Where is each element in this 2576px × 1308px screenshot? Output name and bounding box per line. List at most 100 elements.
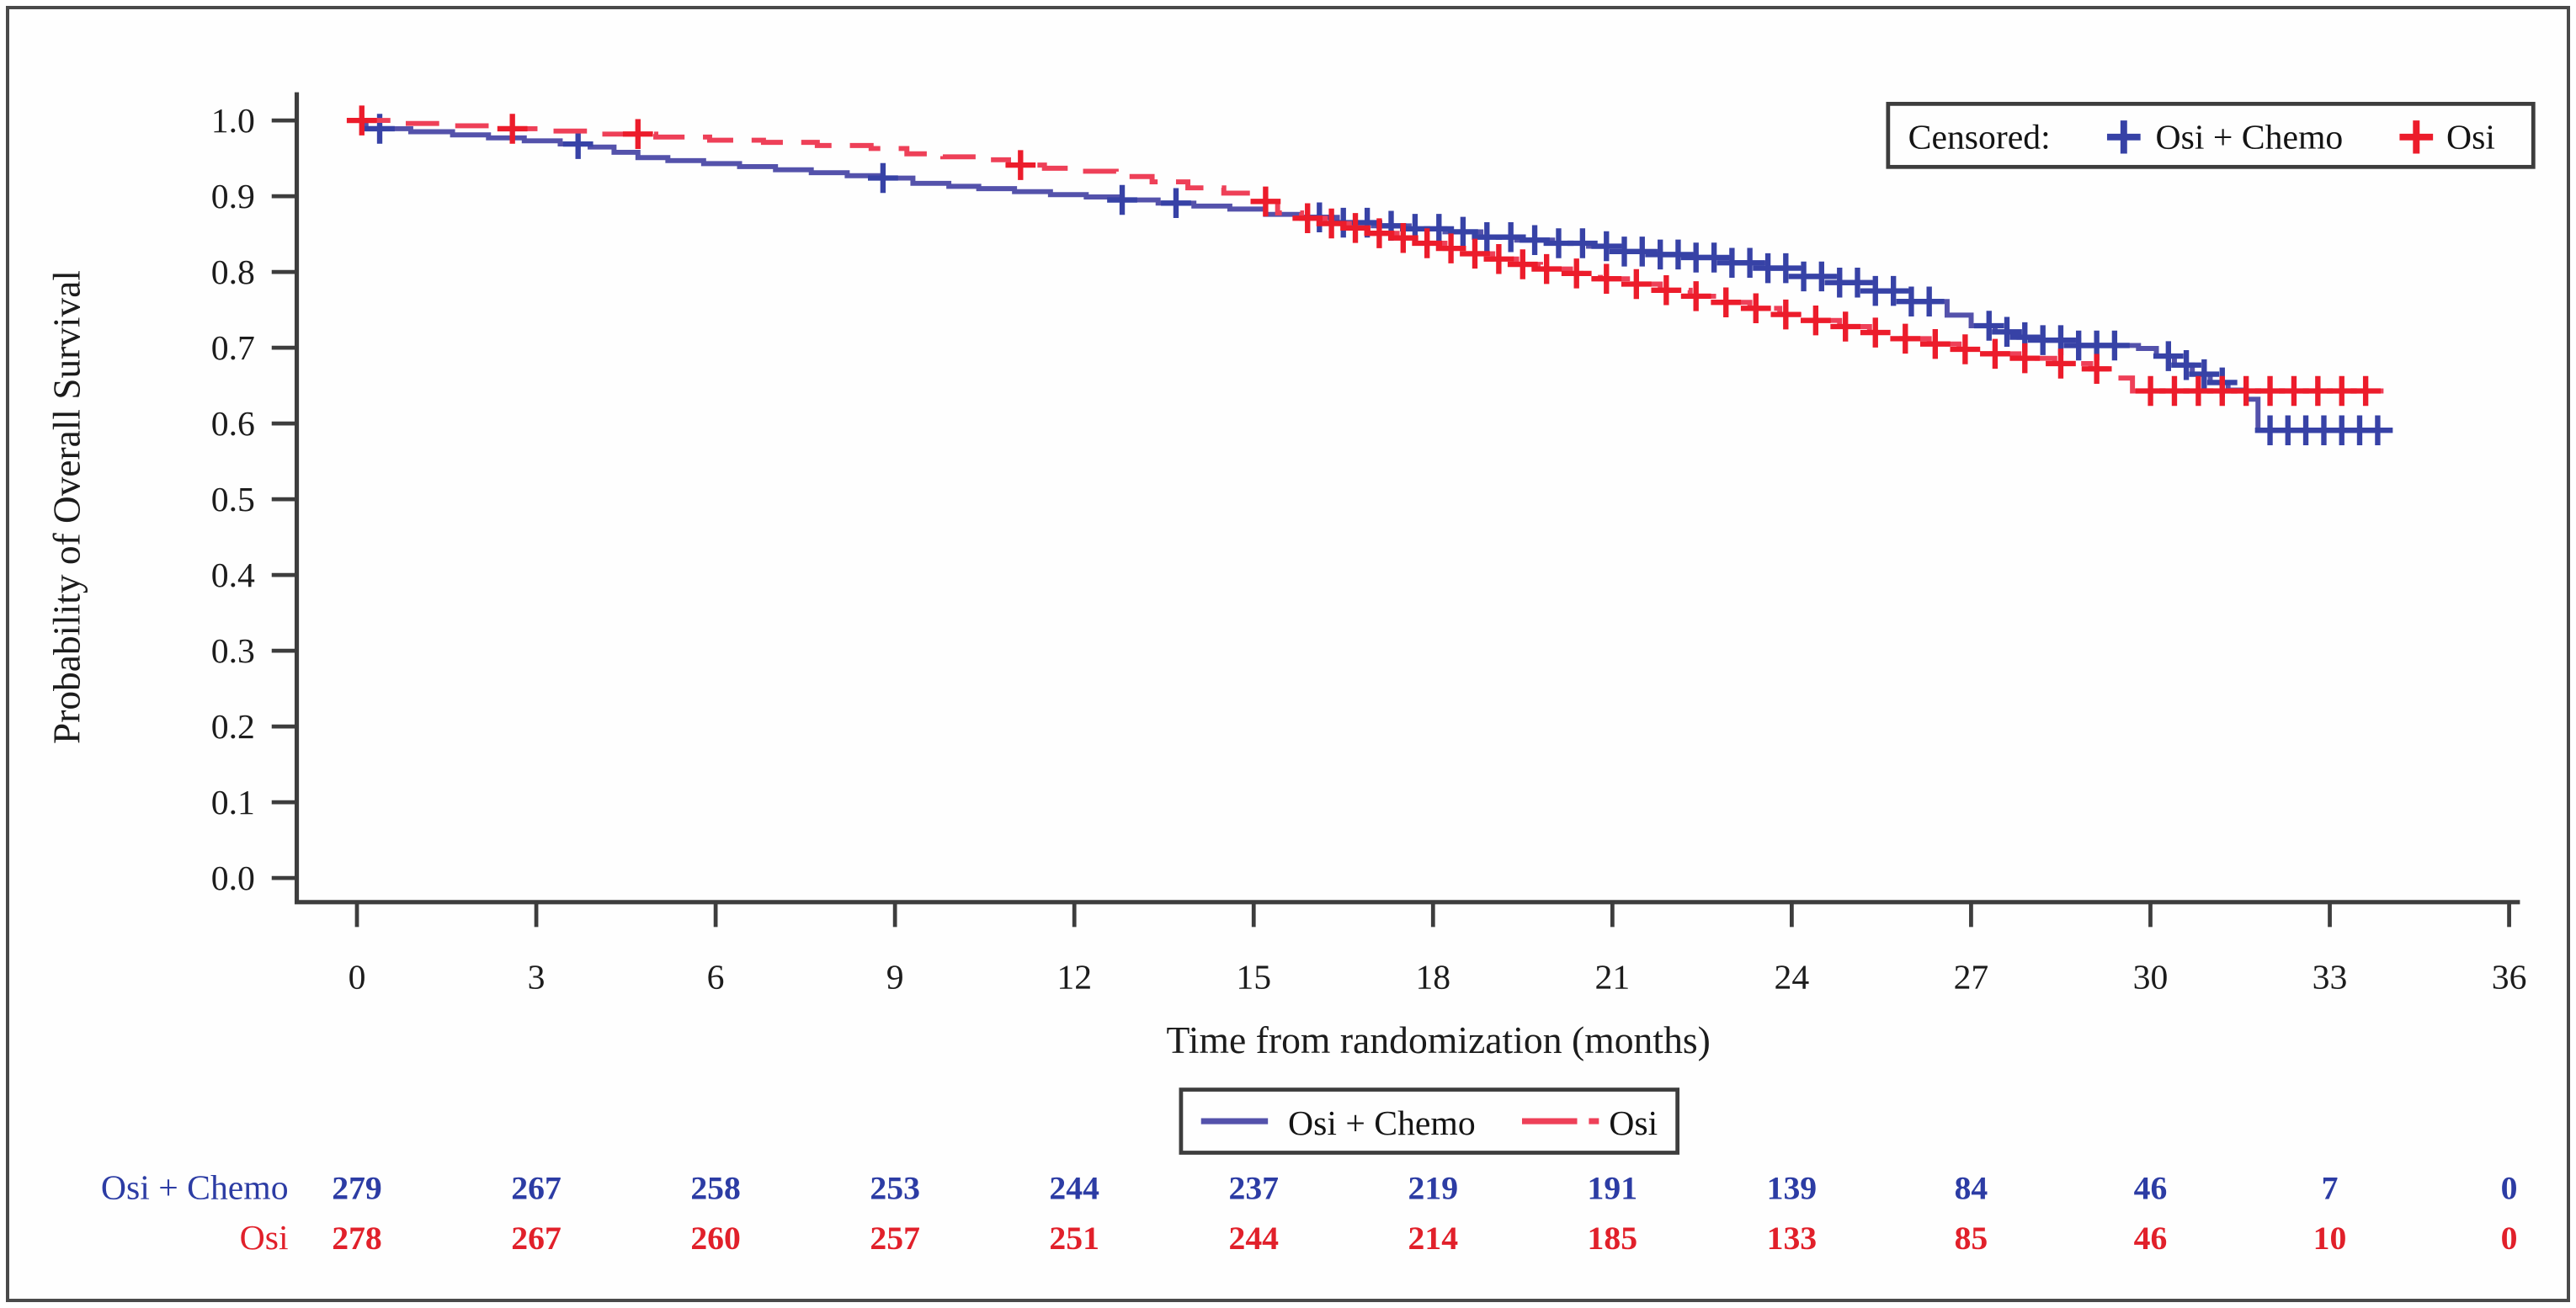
- risk-count: 253: [870, 1170, 920, 1207]
- censor-plus-icon: [1364, 218, 1395, 248]
- series-legend-entry-osi-chemo: Osi + Chemo: [1288, 1103, 1476, 1142]
- censor-plus-icon: [1591, 263, 1622, 294]
- y-axis-title: Probability of Overall Survival: [45, 270, 88, 744]
- censor-plus-icon: [1567, 228, 1598, 258]
- censor-plus-icon: [1412, 228, 1443, 258]
- censor-plus-icon: [2009, 343, 2041, 374]
- risk-count: 251: [1049, 1220, 1099, 1257]
- y-tick-label: 0.7: [211, 328, 255, 367]
- x-tick-label: 27: [1954, 957, 1989, 996]
- x-tick-label: 30: [2133, 957, 2169, 996]
- risk-count: 7: [2322, 1170, 2339, 1207]
- risk-count: 267: [511, 1170, 562, 1207]
- censor-plus-icon: [1483, 243, 1514, 274]
- censor-plus-icon: [1980, 338, 2010, 370]
- x-tick-label: 21: [1594, 957, 1630, 996]
- risk-count: 260: [690, 1220, 741, 1257]
- x-tick-label: 6: [707, 957, 725, 996]
- censor-plus-icon: [1913, 286, 1945, 316]
- censor-plus-icon: [1591, 231, 1622, 262]
- figure-frame: 0.0 0.1 0.2 0.3 0.4 0.5 0.6 0.7 0.8 0.9 1.0 0 3 6 9 12 1…: [6, 6, 2570, 1302]
- risk-count: 0: [2501, 1220, 2518, 1257]
- censor-plus-icon: [1699, 242, 1730, 273]
- risk-count: 46: [2134, 1170, 2168, 1207]
- survival-curves: [346, 105, 2393, 445]
- censor-plus-icon: [1460, 238, 1490, 269]
- censor-plus-icon: [1663, 239, 1694, 270]
- censor-plus-icon: [1770, 299, 1802, 330]
- censor-plus-icon: [1621, 269, 1652, 300]
- censor-plus-icon: [2350, 375, 2382, 407]
- y-tick-label: 0.2: [211, 707, 255, 746]
- censor-plus-icon: [1878, 275, 1909, 306]
- censor-plus-icon: [868, 162, 898, 194]
- x-tick-label: 3: [528, 957, 546, 996]
- censor-plus-icon: [2046, 348, 2076, 379]
- censor-plus-icon: [1734, 247, 1765, 279]
- risk-count: 257: [870, 1220, 920, 1257]
- y-tick-label: 0.6: [211, 404, 255, 443]
- x-tick-label: 12: [1056, 957, 1092, 996]
- censor-plus-icon: [1626, 237, 1658, 267]
- risk-count: 10: [2313, 1220, 2347, 1257]
- y-tick-label: 0.1: [211, 783, 255, 821]
- censor-plus-icon: [1292, 203, 1323, 233]
- y-tick-label: 0.3: [211, 631, 255, 670]
- censor-plus-icon: [1107, 184, 1137, 215]
- x-tick-label: 18: [1415, 957, 1450, 996]
- censor-plus-icon: [2153, 341, 2184, 371]
- risk-count: 258: [690, 1170, 741, 1207]
- risk-count: 279: [332, 1170, 382, 1207]
- x-axis-title: Time from randomization (months): [1167, 1018, 1711, 1061]
- censor-plus-icon: [1507, 249, 1538, 279]
- censor-plus-icon: [1316, 208, 1347, 239]
- censor-plus-icon: [1842, 267, 1873, 298]
- risk-count: 237: [1228, 1170, 1279, 1207]
- risk-count: 244: [1228, 1220, 1279, 1257]
- censor-plus-icon: [1531, 253, 1562, 284]
- series-legend: Osi + Chemo Osi: [1179, 1087, 1680, 1155]
- censor-plus-icon: [2106, 120, 2141, 154]
- censor-plus-icon: [1340, 213, 1370, 243]
- risk-count: 191: [1588, 1170, 1638, 1207]
- axis-lines: [294, 92, 2520, 905]
- censor-plus-icon: [1740, 293, 1771, 324]
- censor-plus-icon: [1561, 258, 1592, 289]
- censor-plus-icon: [497, 114, 528, 144]
- risk-count: 46: [2134, 1220, 2168, 1257]
- censor-plus-icon: [1950, 334, 1981, 364]
- risk-count: 219: [1408, 1170, 1459, 1207]
- censor-plus-icon: [562, 129, 593, 159]
- censor-plus-icon: [1806, 261, 1837, 292]
- y-tick-label: 0.9: [211, 177, 255, 215]
- censor-plus-icon: [1520, 225, 1550, 256]
- censor-plus-icon: [1711, 287, 1742, 317]
- series-legend-entry-osi: Osi: [1609, 1103, 1658, 1142]
- censored-legend: Censored: Osi + Chemo Osi: [1886, 102, 2536, 169]
- risk-count: 244: [1049, 1170, 1099, 1207]
- censor-plus-icon: [2399, 120, 2434, 154]
- x-tick-label: 36: [2492, 957, 2527, 996]
- censor-plus-icon: [2100, 330, 2130, 361]
- y-tick-label: 0.8: [211, 253, 255, 291]
- censor-plus-icon: [1992, 316, 2022, 348]
- risk-count: 214: [1408, 1220, 1459, 1257]
- risk-count: 267: [511, 1220, 562, 1257]
- y-tick-label: 0.5: [211, 480, 255, 518]
- censored-legend-label: Censored:: [1908, 118, 2051, 157]
- censor-plus-icon: [2399, 120, 2434, 154]
- censored-legend-entry-osi: Osi: [2446, 118, 2495, 157]
- y-tick-label: 1.0: [211, 101, 255, 140]
- censor-plus-icon: [1005, 150, 1036, 180]
- risk-count: 133: [1767, 1220, 1818, 1257]
- risk-row-label-osi: Osi: [240, 1218, 289, 1257]
- censor-plus-icon: [1860, 317, 1891, 348]
- risk-row-label-osi-chemo: Osi + Chemo: [101, 1168, 289, 1207]
- censor-plus-icon: [1161, 188, 1191, 219]
- risk-count: 85: [1955, 1220, 1988, 1257]
- censor-plus-icon: [2171, 349, 2201, 380]
- risk-count: 0: [2501, 1170, 2518, 1207]
- censor-plus-icon: [622, 119, 653, 150]
- censor-plus-icon: [1830, 311, 1861, 342]
- risk-count: 84: [1955, 1170, 1988, 1207]
